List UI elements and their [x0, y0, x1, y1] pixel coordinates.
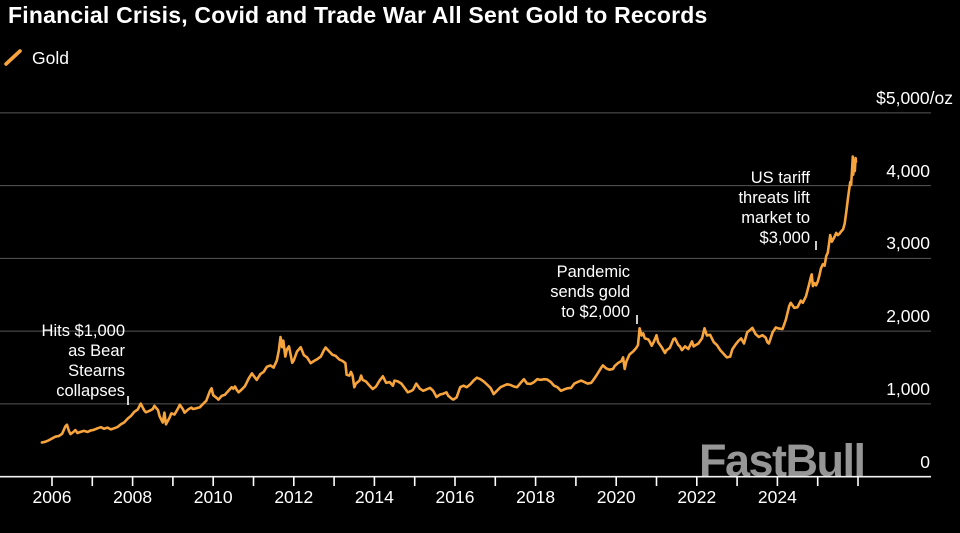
y-axis-label: 0 [920, 451, 930, 472]
x-axis-label: 2020 [596, 487, 636, 507]
annotation: US tariff threats lift market to $3,000 [580, 168, 810, 248]
x-axis-label: 2012 [274, 487, 314, 507]
annotation-line: $3,000 [759, 229, 810, 247]
fastbull-watermark: FastBull [699, 435, 866, 486]
annotation-line: as Bear [68, 342, 125, 360]
annotation-line: Pandemic [556, 263, 630, 281]
annotation-line: market to [741, 209, 810, 227]
y-axis-label: $5,000/oz [876, 87, 953, 108]
annotation: Hits $1,000 as Bear Stearns collapses [0, 321, 125, 401]
orange-slash-icon [4, 49, 22, 66]
legend-label-gold: Gold [32, 47, 69, 68]
x-axis-label: 2010 [193, 487, 233, 507]
x-axis-label: 2016 [435, 487, 475, 507]
x-axis-label: 2024 [757, 487, 797, 507]
gold-price-line [40, 155, 858, 444]
annotation-line: Hits $1,000 [41, 322, 125, 340]
annotation-line: to $2,000 [561, 303, 630, 321]
annotation-line: Stearns [68, 362, 125, 380]
x-axis-label: 2014 [354, 487, 394, 507]
x-axis-label: 2022 [677, 487, 717, 507]
x-axis-label: 2006 [32, 487, 72, 507]
annotation-line: US tariff [750, 169, 810, 187]
chart-title: Financial Crisis, Covid and Trade War Al… [8, 2, 708, 28]
y-axis-label: 1,000 [886, 378, 930, 399]
legend: Gold [3, 46, 69, 70]
annotation-line: threats lift [738, 189, 810, 207]
x-axis-label: 2018 [516, 487, 556, 507]
x-axis-label: 2008 [113, 487, 153, 507]
y-axis-label: 4,000 [886, 160, 930, 181]
y-axis-label: 2,000 [886, 306, 930, 327]
annotation-line: sends gold [550, 283, 630, 301]
annotation-line: collapses [56, 382, 125, 400]
annotation: Pandemic sends gold to $2,000 [400, 262, 630, 322]
y-axis-label: 3,000 [886, 233, 930, 254]
